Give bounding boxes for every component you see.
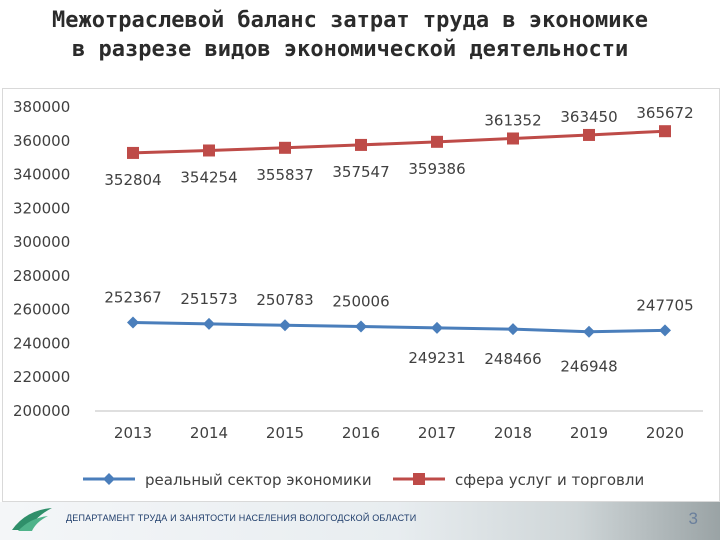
data-point-square — [127, 146, 139, 159]
data-label: 352804 — [104, 171, 161, 189]
data-point-square — [659, 125, 671, 138]
y-tick-label: 320000 — [13, 199, 70, 217]
data-label: 246948 — [560, 358, 617, 376]
slide-title-line-1: Межотраслевой баланс затрат труда в экон… — [52, 8, 649, 33]
y-tick-label: 360000 — [13, 132, 70, 150]
x-tick-label: 2019 — [570, 424, 608, 442]
data-label: 355837 — [256, 166, 313, 184]
data-label: 365672 — [636, 104, 693, 122]
data-label: 250783 — [256, 291, 313, 309]
legend-marker-diamond — [103, 473, 115, 485]
data-label: 361352 — [484, 111, 541, 129]
slide-title-line-2: в разрезе видов экономической деятельнос… — [72, 37, 629, 62]
x-tick-label: 2020 — [646, 424, 684, 442]
legend-label: сфера услуг и торговли — [455, 471, 644, 489]
data-label: 251573 — [180, 290, 237, 308]
legend-marker-square — [413, 473, 425, 485]
x-tick-label: 2017 — [418, 424, 456, 442]
y-tick-label: 380000 — [13, 98, 70, 116]
data-label: 252367 — [104, 289, 161, 307]
data-label: 357547 — [332, 163, 389, 181]
data-point-diamond — [583, 325, 595, 338]
y-tick-label: 300000 — [13, 233, 70, 251]
data-point-diamond — [203, 317, 215, 330]
y-tick-label: 200000 — [13, 402, 70, 420]
y-tick-label: 260000 — [13, 301, 70, 319]
x-tick-label: 2014 — [190, 424, 228, 442]
data-point-diamond — [127, 316, 139, 329]
data-point-square — [431, 135, 443, 148]
footer-organization-text: ДЕПАРТАМЕНТ ТРУДА И ЗАНЯТОСТИ НАСЕЛЕНИЯ … — [66, 513, 417, 523]
data-label: 250006 — [332, 293, 389, 311]
slide-title: Межотраслевой баланс затрат труда в экон… — [0, 4, 720, 70]
data-point-square — [279, 141, 291, 154]
data-label: 363450 — [560, 108, 617, 126]
data-label: 354254 — [180, 168, 237, 186]
series-line-services — [132, 129, 666, 155]
data-point-square — [583, 128, 595, 141]
legend-label: реальный сектор экономики — [145, 471, 372, 489]
data-point-square — [507, 132, 519, 145]
data-label: 359386 — [408, 160, 465, 178]
series-line-real-sector — [132, 321, 666, 334]
data-point-diamond — [355, 320, 367, 333]
data-point-square — [203, 144, 215, 157]
data-label: 249231 — [408, 349, 465, 367]
chart-area: 200000 220000 240000 260000 280000 300000 3200… — [2, 88, 720, 502]
page-number: 3 — [688, 509, 698, 528]
data-point-square — [355, 138, 367, 151]
y-tick-label: 280000 — [13, 267, 70, 285]
y-tick-label: 220000 — [13, 368, 70, 386]
data-point-diamond — [507, 323, 519, 336]
department-logo-icon — [12, 508, 52, 531]
data-label: 247705 — [636, 296, 693, 314]
data-point-diamond — [659, 324, 671, 337]
x-tick-label: 2018 — [494, 424, 532, 442]
line-chart: 200000 220000 240000 260000 280000 300000 3200… — [13, 98, 703, 489]
x-tick-label: 2015 — [266, 424, 304, 442]
data-point-diamond — [279, 319, 291, 332]
y-tick-label: 340000 — [13, 166, 70, 184]
data-label: 248466 — [484, 350, 541, 368]
footer-bar: ДЕПАРТАМЕНТ ТРУДА И ЗАНЯТОСТИ НАСЕЛЕНИЯ … — [0, 502, 720, 540]
x-tick-label: 2013 — [114, 424, 152, 442]
data-point-diamond — [431, 321, 443, 334]
x-tick-label: 2016 — [342, 424, 380, 442]
y-tick-label: 240000 — [13, 334, 70, 352]
